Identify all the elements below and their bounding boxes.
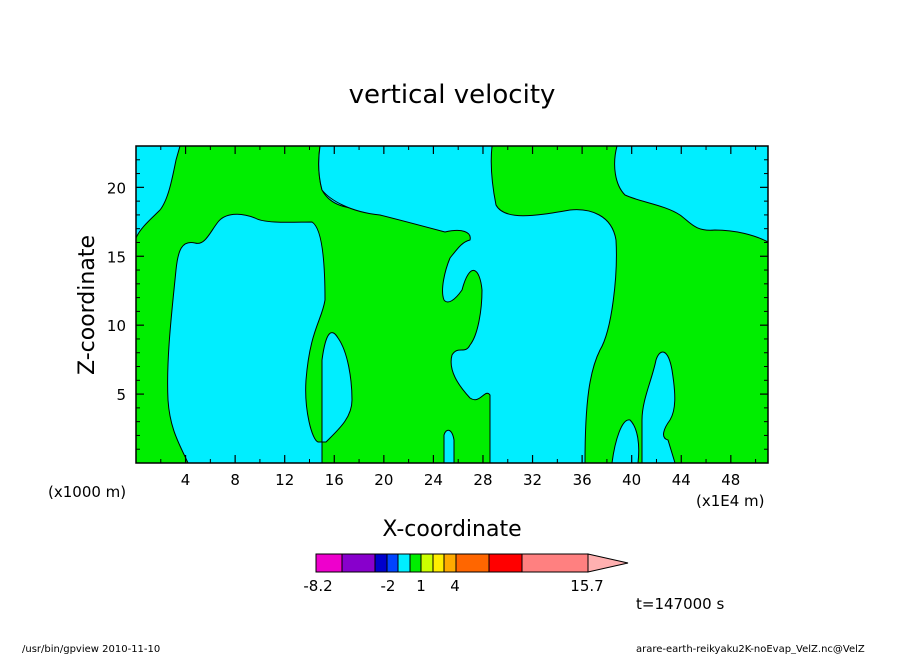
y-tick-label: 5: [116, 386, 126, 404]
colorbar-swatch: [397, 553, 411, 573]
x-tick-label: 20: [374, 471, 393, 489]
x-tick-label: 8: [230, 471, 240, 489]
x-tick-label: 32: [523, 471, 542, 489]
colorbar-labels: -8.2 -2 1 4 15.7: [303, 577, 603, 595]
chart-title: vertical velocity: [349, 80, 556, 110]
y-tick-label: 10: [107, 317, 126, 335]
cyan-region-bottom-small-3: [641, 351, 676, 464]
x-axis-unit-left: (x1000 m): [48, 483, 126, 501]
x-tick-labels: 4 8 12 16 20 24 28 32 36 40 44 48: [181, 471, 741, 489]
y-axis-label: Z-coordinate: [75, 235, 100, 375]
colorbar-swatch: [315, 553, 343, 573]
x-tick-label: 12: [275, 471, 294, 489]
colorbar-swatch: [521, 553, 589, 573]
colorbar-swatch: [488, 553, 523, 573]
x-tick-label: 28: [473, 471, 492, 489]
axis-ticks: [136, 146, 768, 463]
colorbar-swatch: [341, 553, 376, 573]
y-tick-label: 20: [107, 179, 126, 197]
time-label: t=147000 s: [636, 595, 724, 613]
footer-left: /usr/bin/gpview 2010-11-10: [22, 644, 160, 654]
plot-frame: [135, 145, 769, 464]
colorbar-label: -2: [381, 577, 396, 595]
colorbar-swatch: [420, 553, 434, 573]
y-tick-label: 15: [107, 248, 126, 266]
cyan-region-center: [318, 145, 617, 464]
x-axis-unit-right: (x1E4 m): [696, 492, 765, 510]
x-tick-label: 16: [325, 471, 344, 489]
x-tick-label: 24: [424, 471, 443, 489]
cyan-region-right-top: [614, 145, 769, 243]
cyan-region-left-bulge: [167, 213, 353, 464]
x-tick-label: 36: [573, 471, 592, 489]
colorbar-swatch: [443, 553, 457, 573]
cyan-region-bottom-small-2: [611, 419, 640, 464]
x-axis-label: X-coordinate: [382, 517, 521, 542]
plot-area: [135, 145, 769, 464]
colorbar-label: -8.2: [303, 577, 332, 595]
footer-right: arare-earth-reikyaku2K-noEvap_VelZ.nc@Ve…: [636, 644, 865, 654]
colorbar-label: 4: [450, 577, 460, 595]
colorbar-arrow: [587, 553, 629, 573]
colorbar-label: 1: [416, 577, 426, 595]
x-tick-label: 44: [672, 471, 691, 489]
colorbar-swatch: [455, 553, 490, 573]
cyan-region-bottom-small-1: [443, 429, 455, 464]
colorbar-swatch: [386, 553, 399, 573]
y-tick-labels: 5 10 15 20: [107, 179, 126, 404]
colorbar-swatch: [374, 553, 388, 573]
colorbar: [315, 553, 629, 573]
colorbar-label: 15.7: [570, 577, 603, 595]
x-tick-label: 40: [622, 471, 641, 489]
colorbar-swatch: [432, 553, 445, 573]
x-tick-label: 48: [721, 471, 740, 489]
x-tick-label: 4: [181, 471, 191, 489]
colorbar-swatch: [409, 553, 422, 573]
